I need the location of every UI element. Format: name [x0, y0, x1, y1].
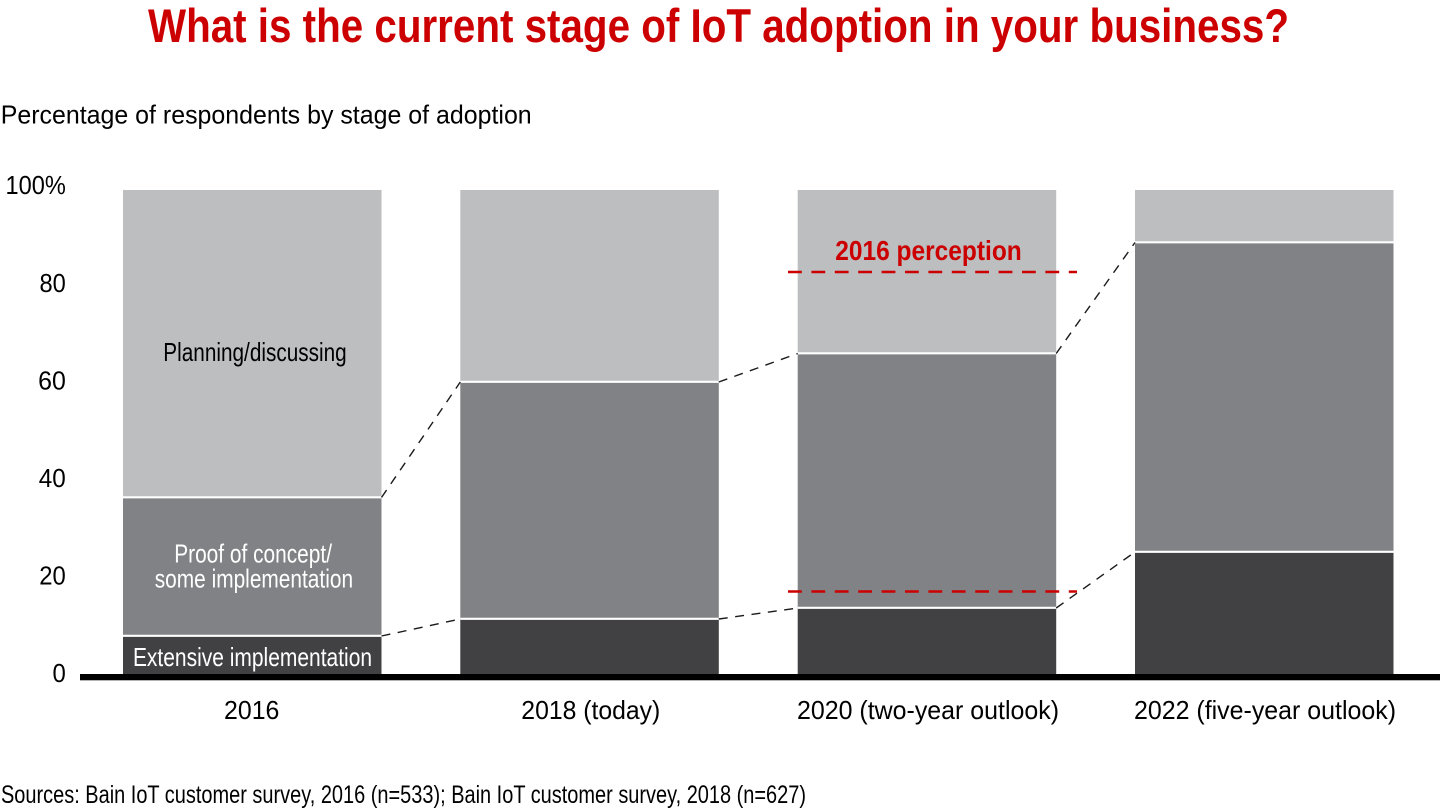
svg-text:Sources: Bain IoT customer sur: Sources: Bain IoT customer survey, 2016 …	[1, 781, 806, 809]
svg-text:Proof of concept/: Proof of concept/	[174, 539, 332, 569]
svg-text:Planning/discussing: Planning/discussing	[163, 337, 346, 367]
svg-text:Extensive implementation: Extensive implementation	[133, 642, 372, 672]
svg-text:some implementation: some implementation	[155, 564, 353, 594]
svg-text:60: 60	[38, 365, 66, 395]
svg-text:20: 20	[39, 561, 66, 591]
svg-text:2016 perception: 2016 perception	[835, 235, 1022, 266]
svg-text:40: 40	[39, 463, 66, 493]
svg-text:What is the current stage of I: What is the current stage of IoT adoptio…	[148, 0, 1289, 52]
svg-text:2022 (five-year outlook): 2022 (five-year outlook)	[1134, 695, 1396, 725]
svg-text:Percentage of respondents by s: Percentage of respondents by stage of ad…	[1, 99, 532, 129]
svg-text:2016: 2016	[224, 695, 279, 725]
svg-text:100%: 100%	[6, 170, 66, 200]
svg-text:2018 (today): 2018 (today)	[521, 695, 660, 725]
svg-text:2020 (two-year outlook): 2020 (two-year outlook)	[797, 695, 1059, 725]
svg-text:0: 0	[53, 658, 66, 688]
svg-text:80: 80	[40, 268, 66, 298]
